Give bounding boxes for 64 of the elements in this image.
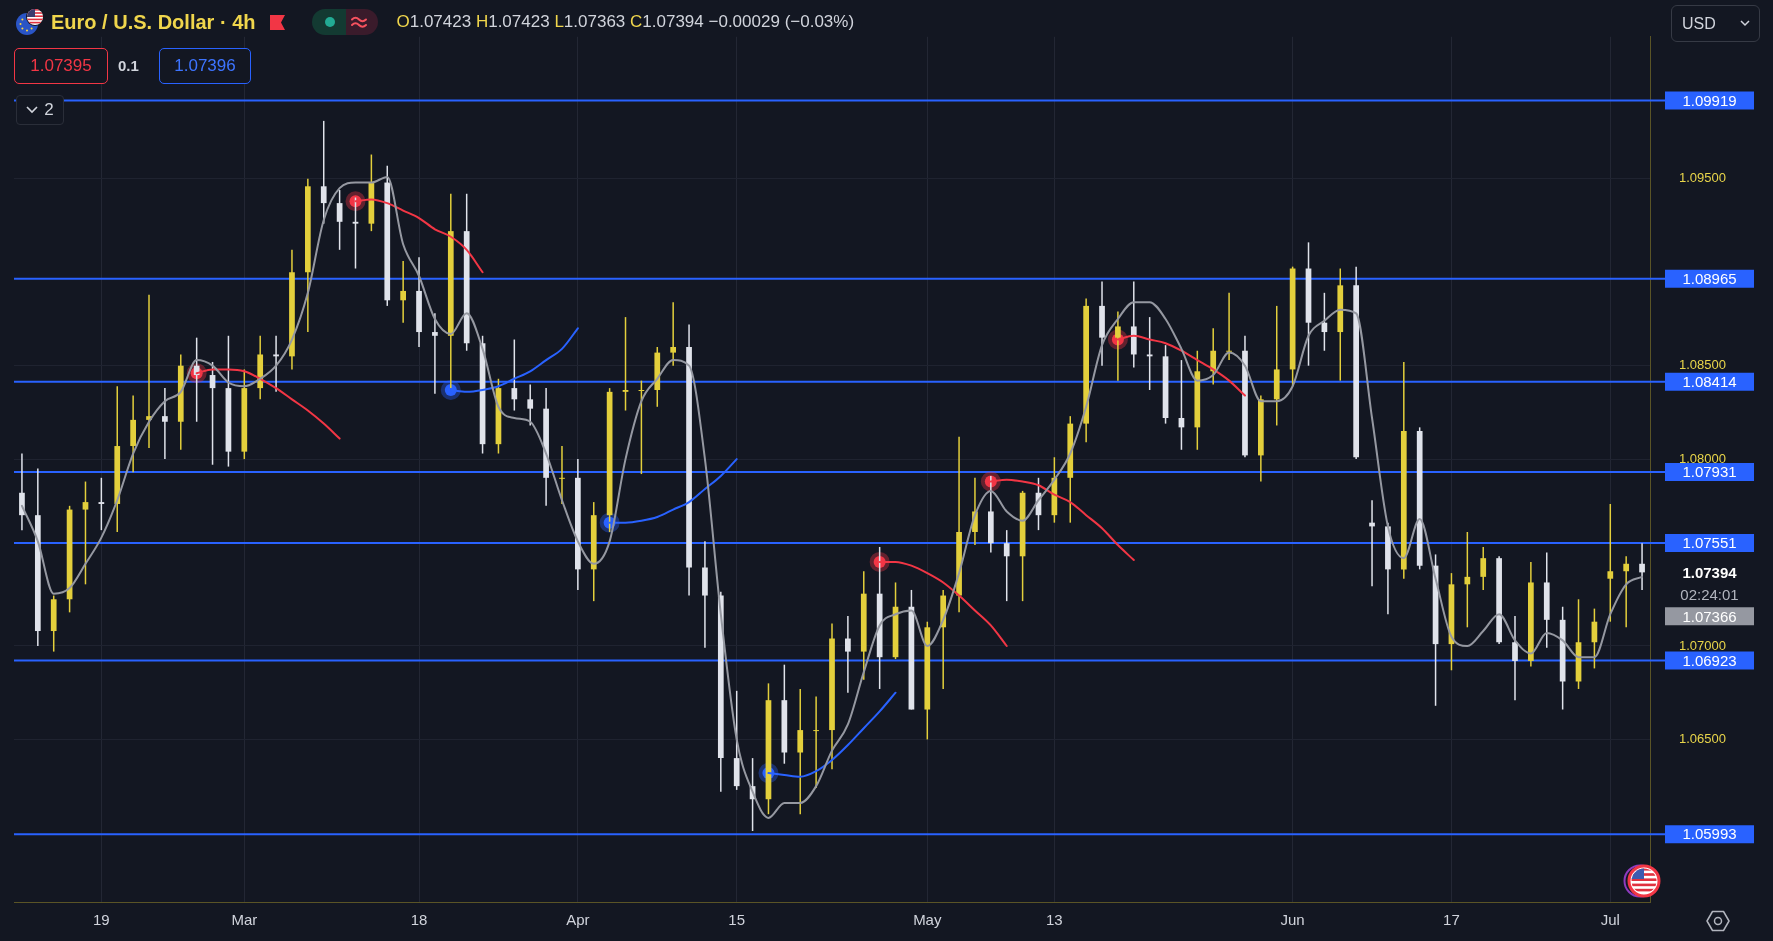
x-tick-label: Jul bbox=[1600, 911, 1620, 929]
x-tick-label: 18 bbox=[410, 911, 428, 929]
chart-title: Euro / U.S. Dollar · 4h bbox=[51, 10, 256, 34]
chart-subtitle: O1.07423 H1.07423 L1.07363 C1.07394 −0.00029 (−0.03%) bbox=[396, 12, 855, 32]
x-tick-label: 15 bbox=[728, 911, 746, 929]
candlestick bbox=[273, 335, 279, 393]
candlestick bbox=[1512, 615, 1518, 701]
ref-line-label: 1.06923 bbox=[1682, 651, 1737, 669]
x-tick-label: May bbox=[913, 911, 942, 929]
y-tick-label: 1.07000 bbox=[1679, 637, 1726, 653]
y-tick-label: 1.08500 bbox=[1679, 357, 1726, 373]
candlestick bbox=[1115, 310, 1121, 382]
text: 1.07394 bbox=[1682, 563, 1738, 581]
candlestick bbox=[1146, 316, 1153, 391]
candlestick bbox=[797, 688, 804, 815]
text: 1.07366 bbox=[1682, 607, 1737, 625]
dropdown-button: 2 bbox=[16, 95, 64, 125]
y-tick-label: 1.09500 bbox=[1679, 170, 1726, 186]
candlestick bbox=[1210, 327, 1217, 386]
ref-line-label: 1.07931 bbox=[1682, 463, 1737, 481]
candlestick bbox=[527, 383, 534, 427]
candlestick bbox=[1480, 546, 1487, 591]
ref-line-label: 1.08965 bbox=[1682, 269, 1737, 287]
candlestick bbox=[352, 196, 359, 270]
candlestick bbox=[162, 387, 168, 460]
candlestick bbox=[400, 260, 407, 324]
x-tick-label: Mar bbox=[231, 911, 258, 929]
candlestick bbox=[813, 695, 819, 789]
point bbox=[345, 191, 366, 212]
candlestick bbox=[432, 312, 438, 395]
x-tick-label: 17 bbox=[1443, 911, 1460, 929]
candlestick bbox=[1607, 503, 1614, 623]
ref-line-label: 1.09919 bbox=[1682, 91, 1737, 109]
candlestick bbox=[1639, 542, 1645, 591]
x-tick-label: Apr bbox=[566, 911, 590, 929]
ref-line-label: 1.07551 bbox=[1682, 534, 1737, 552]
point bbox=[869, 551, 890, 572]
candlestick bbox=[19, 452, 25, 531]
candlestick bbox=[622, 316, 629, 412]
currency-dropdown: USD bbox=[1671, 5, 1760, 42]
ref-line-label: 1.08414 bbox=[1682, 372, 1737, 390]
line-series bbox=[20, 175, 1644, 819]
y-tick-label: 1.06500 bbox=[1679, 731, 1726, 746]
annotation: 0.1 bbox=[118, 56, 139, 76]
x-tick-label: 13 bbox=[1046, 911, 1063, 929]
text: 02:24:01 bbox=[1680, 585, 1739, 603]
price-box: 1.07395 bbox=[14, 48, 108, 84]
y-tick-label: 1.08000 bbox=[1679, 450, 1726, 466]
candlestick bbox=[98, 477, 105, 531]
x-tick-label: 19 bbox=[93, 911, 110, 929]
ref-line-label: 1.05993 bbox=[1682, 825, 1737, 843]
price-box: 1.07396 bbox=[159, 48, 251, 84]
candlestick bbox=[670, 301, 677, 367]
candlestick bbox=[1003, 529, 1010, 602]
annotation: 2 bbox=[44, 100, 54, 120]
x-tick-label: Jun bbox=[1280, 911, 1305, 929]
candlestick bbox=[82, 480, 89, 586]
candlestick bbox=[1226, 292, 1232, 361]
candlestick bbox=[511, 338, 518, 412]
point bbox=[440, 379, 461, 400]
candlestick bbox=[845, 615, 851, 694]
candlestick bbox=[1623, 555, 1630, 629]
candlestick bbox=[559, 445, 565, 505]
candlestick bbox=[1464, 531, 1471, 629]
